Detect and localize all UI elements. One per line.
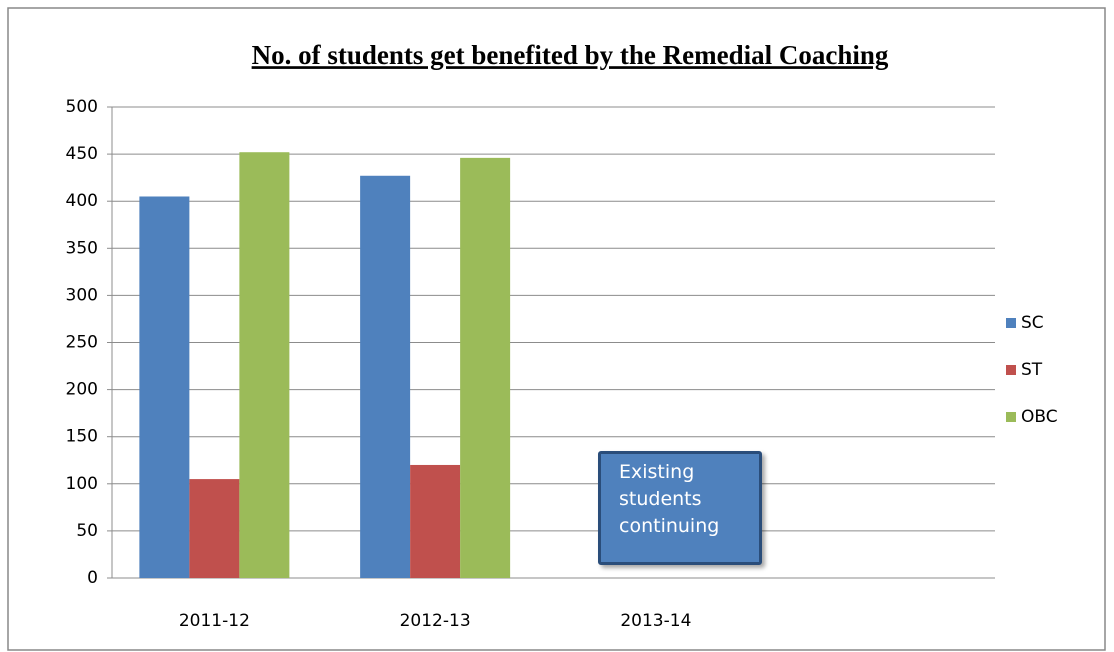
y-tick-label: 500: [66, 97, 98, 117]
y-tick-label: 200: [66, 380, 98, 400]
y-tick-label: 50: [76, 521, 98, 541]
annotation-text: Existing students continuing: [619, 461, 720, 537]
bar: [360, 175, 411, 579]
x-tick-label: 2011-12: [179, 611, 250, 631]
bar: [189, 479, 240, 578]
x-tick-label: 2012-13: [400, 611, 471, 631]
y-tick-label: 150: [66, 427, 98, 447]
bar: [410, 464, 461, 578]
y-tick-label: 100: [66, 474, 98, 494]
legend-label: ST: [1021, 360, 1043, 380]
bar: [139, 196, 190, 579]
legend-swatch: [1006, 365, 1016, 375]
annotation: Existing students continuing: [598, 451, 762, 565]
y-tick-label: 0: [87, 568, 98, 588]
y-tick-label: 350: [66, 238, 98, 258]
y-tick-label: 450: [66, 144, 98, 164]
bar: [460, 157, 511, 579]
legend-label: SC: [1021, 313, 1044, 333]
x-tick-label: 2013-14: [620, 611, 691, 631]
chart-title: No. of students get benefited by the Rem…: [252, 40, 889, 70]
legend-label: OBC: [1021, 407, 1058, 427]
legend-swatch: [1006, 318, 1016, 328]
y-tick-label: 250: [66, 333, 98, 353]
y-tick-label: 300: [66, 285, 98, 305]
bar: [239, 152, 290, 578]
legend-swatch: [1006, 412, 1016, 422]
y-tick-label: 400: [66, 191, 98, 211]
